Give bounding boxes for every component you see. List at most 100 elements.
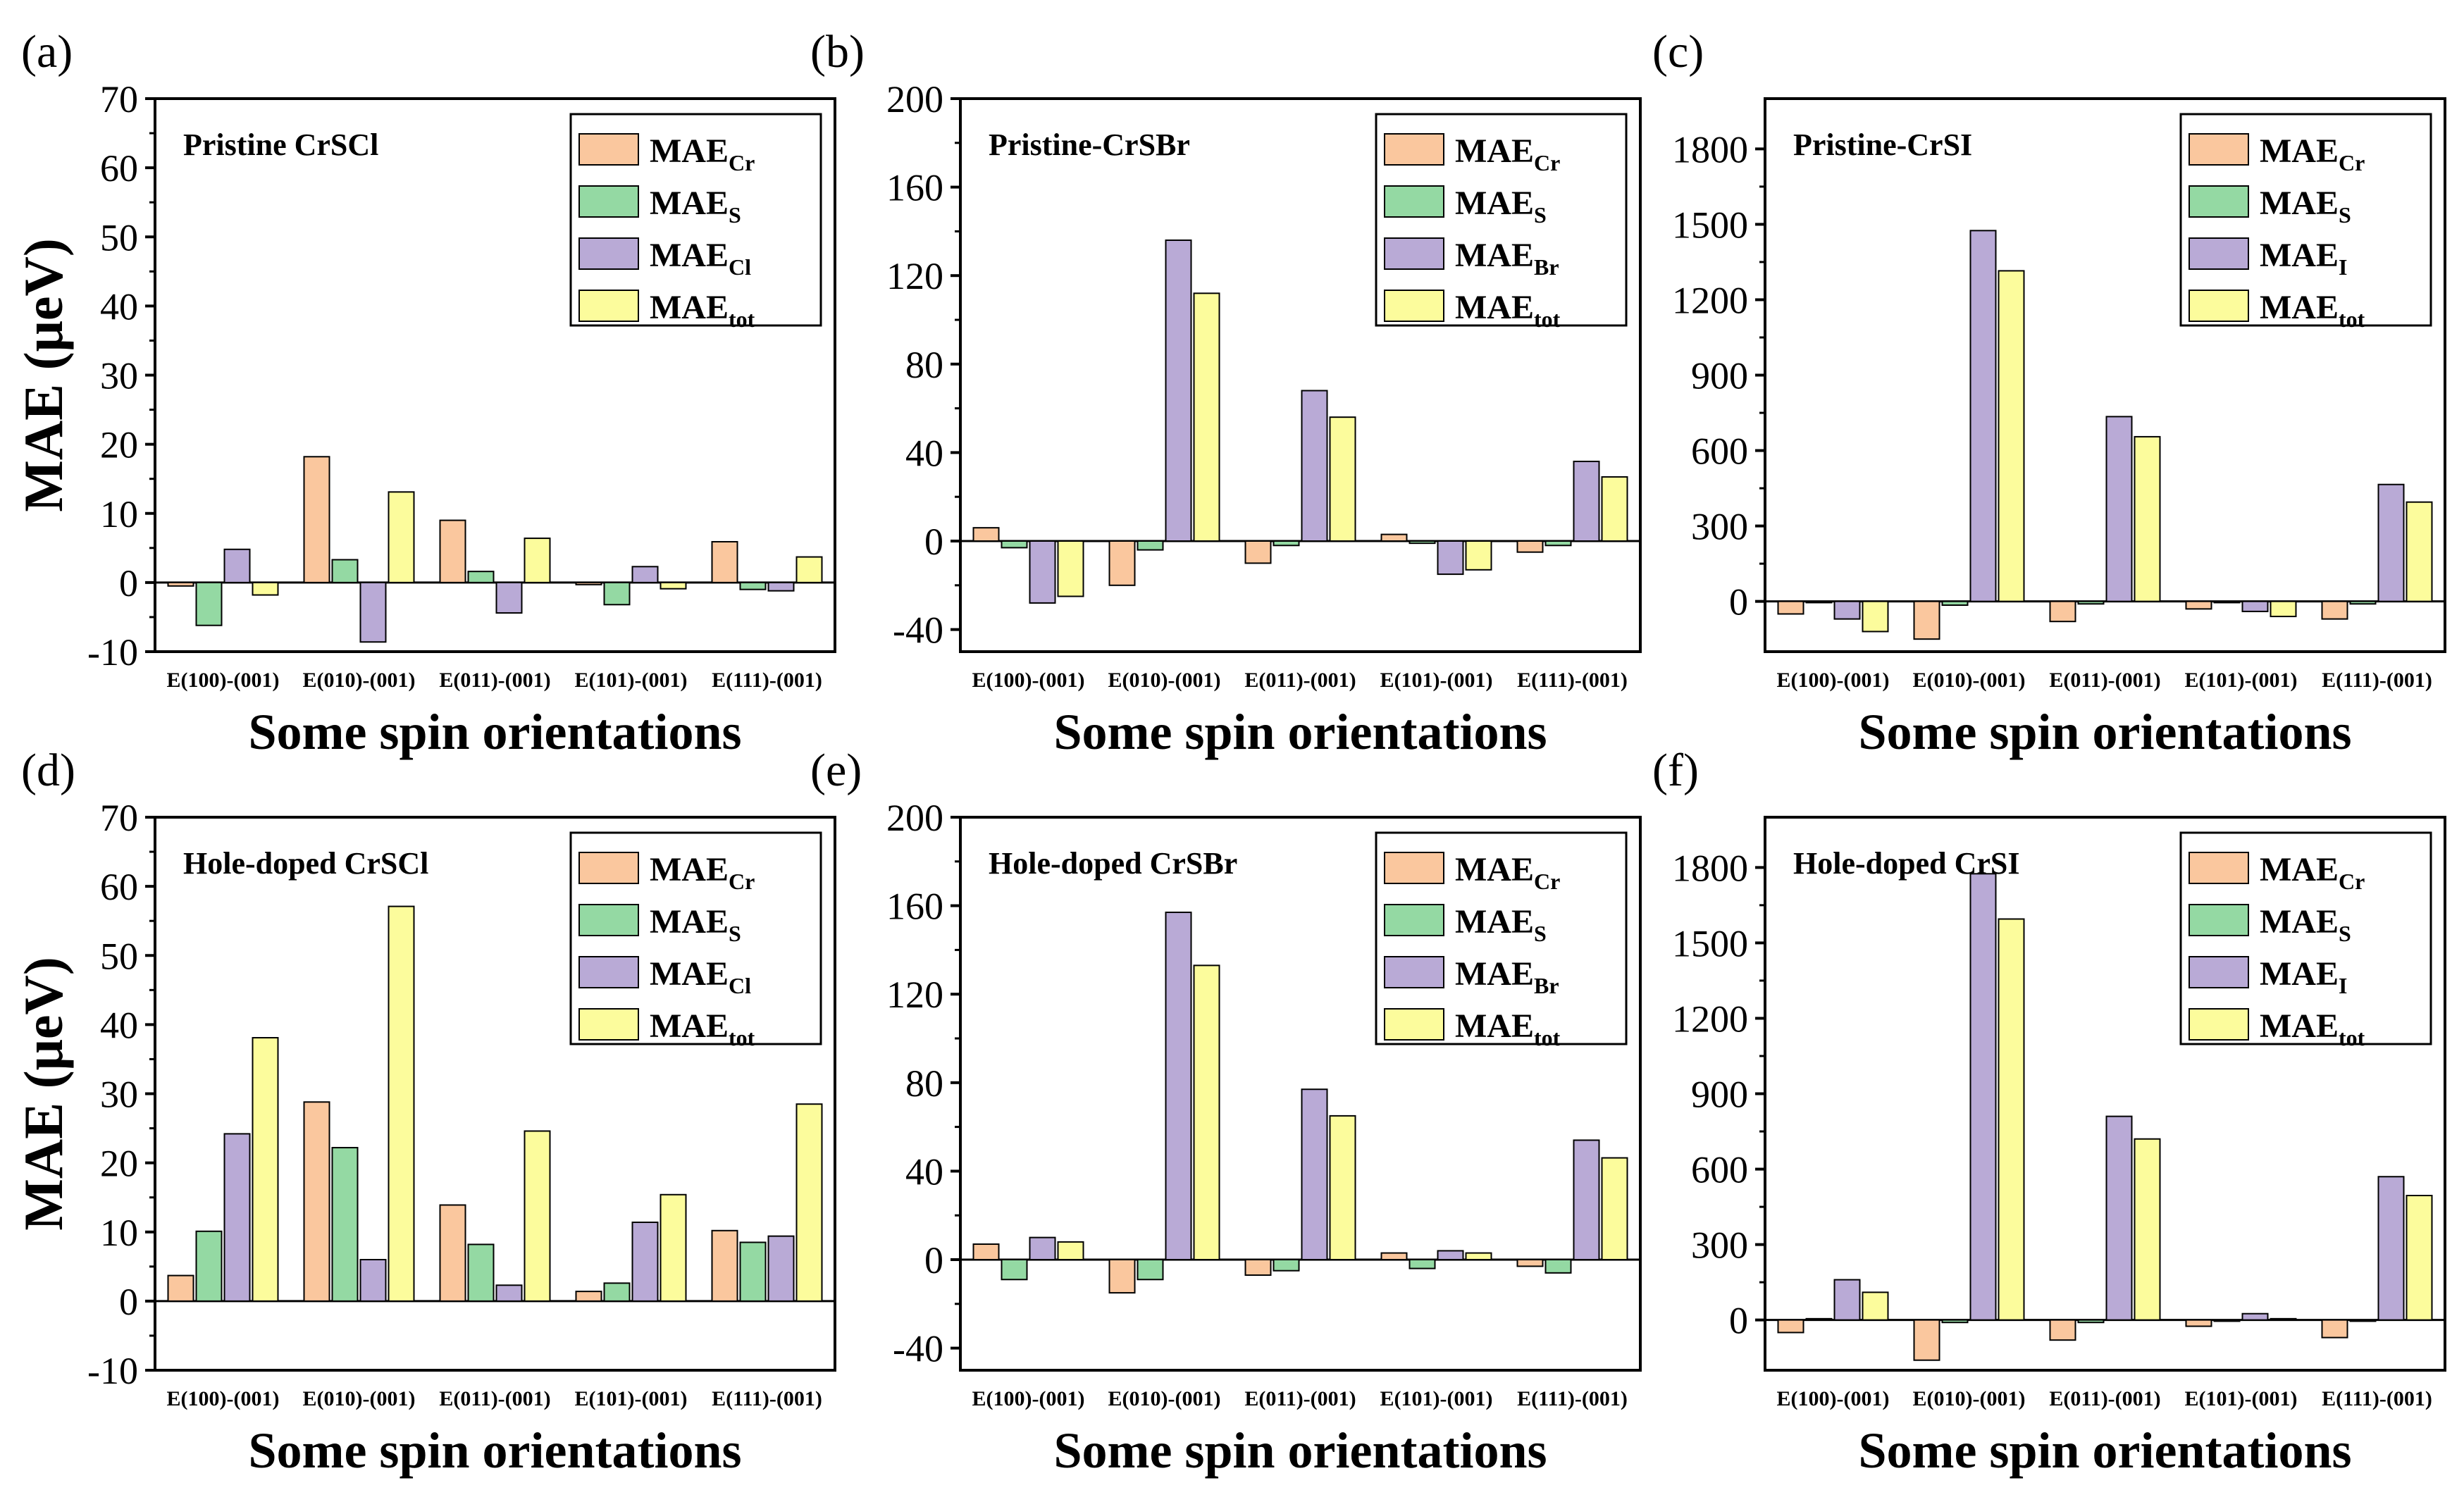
bar-S-1 <box>1805 600 1833 604</box>
bar-tot-4 <box>2270 600 2297 618</box>
y-tick-label: 10 <box>100 1212 138 1254</box>
legend-label-subscript: Cr <box>2339 869 2365 894</box>
bar-tot-1 <box>1057 1241 1084 1261</box>
x-tick-label: E(010)-(001) <box>1913 1387 2026 1410</box>
y-tick-label: 40 <box>905 1150 943 1193</box>
legend-label-subscript: Br <box>1534 973 1559 998</box>
bar-tot-2 <box>1998 918 2025 1321</box>
bar-tot-4 <box>2270 1317 2297 1321</box>
legend-label-subscript: Cr <box>1534 150 1560 175</box>
bar-S-5 <box>1544 540 1572 547</box>
bar-S-3 <box>2077 1319 2105 1324</box>
y-tick-label: 0 <box>119 562 138 604</box>
bar-S-4 <box>2213 600 2241 604</box>
bar-tot-5 <box>795 1103 823 1302</box>
bar-X-1 <box>1029 540 1056 604</box>
x-tick-label: E(100)-(001) <box>972 1387 1085 1410</box>
panel-label: (b) <box>810 26 865 77</box>
legend-swatch <box>1384 133 1444 166</box>
legend-label-subscript: Br <box>1534 254 1559 280</box>
legend-label-subscript: S <box>729 921 741 946</box>
bar-X-3 <box>495 1284 523 1302</box>
bar-tot-1 <box>1862 600 1889 633</box>
legend-label-subscript: I <box>2339 254 2347 280</box>
chart-panel-c: (c) E(100)-(001) E(010)-(001) E(011)-(001) E… <box>1652 26 2446 760</box>
bar-Cr-2 <box>303 456 330 583</box>
y-tick-label: 80 <box>905 344 943 386</box>
y-tick-label: 900 <box>1691 355 1748 397</box>
bar-S-2 <box>1137 540 1164 551</box>
bar-tot-3 <box>524 1130 551 1302</box>
bar-tot-3 <box>524 538 551 583</box>
bar-Cr-5 <box>2321 600 2348 620</box>
legend-swatch <box>578 1008 639 1041</box>
bar-X-1 <box>1833 1279 1861 1321</box>
y-tick-label: 0 <box>1729 581 1748 623</box>
y-tick-label: 20 <box>100 424 138 466</box>
y-tick-label: 30 <box>100 355 138 397</box>
bar-tot-1 <box>252 1037 279 1302</box>
x-tick-label: E(010)-(001) <box>1913 669 2026 692</box>
legend-label-subscript: S <box>729 202 741 228</box>
bar-X-5 <box>767 1235 795 1302</box>
bar-tot-1 <box>1057 540 1084 597</box>
legend-swatch <box>2188 904 2249 936</box>
bar-Cr-1 <box>167 581 194 587</box>
bar-Cr-4 <box>575 1291 602 1302</box>
y-tick-label: 0 <box>924 521 943 563</box>
bar-S-5 <box>739 1241 767 1302</box>
x-tick-label: E(011)-(001) <box>2049 1387 2160 1410</box>
legend-swatch <box>578 290 639 322</box>
y-tick-label: 600 <box>1691 1149 1748 1191</box>
chart-panel-f: (f) E(100)-(001) E(010)-(001) E(011)-(001) E… <box>1652 745 2446 1479</box>
y-tick-label: -10 <box>87 631 138 673</box>
bar-Cr-3 <box>439 519 466 583</box>
x-axis-label: Some spin orientations <box>1858 704 2351 760</box>
panel-title: Hole-doped CrSBr <box>989 846 1237 881</box>
bar-X-4 <box>631 1222 659 1302</box>
y-axis-label: MAE (μeV) <box>13 238 74 512</box>
bar-S-4 <box>603 581 631 606</box>
axes-frame <box>959 816 1642 1372</box>
bar-S-4 <box>2213 1319 2241 1322</box>
bar-tot-5 <box>1601 1157 1628 1261</box>
y-tick-label: 50 <box>100 935 138 977</box>
bar-X-1 <box>223 1133 251 1302</box>
legend-swatch <box>578 237 639 270</box>
y-axis-label: MAE (μeV) <box>13 957 74 1231</box>
bar-S-1 <box>195 581 223 626</box>
legend-label-subscript: tot <box>1534 1025 1561 1050</box>
y-tick-label: 10 <box>100 493 138 535</box>
bar-S-3 <box>1273 1259 1300 1272</box>
bar-tot-3 <box>1329 1115 1356 1261</box>
x-tick-label: E(010)-(001) <box>1108 1387 1221 1410</box>
bar-Cr-2 <box>303 1101 330 1302</box>
x-tick-label: E(100)-(001) <box>167 1387 280 1410</box>
x-tick-label: E(101)-(001) <box>575 1387 688 1410</box>
bar-tot-1 <box>1862 1291 1889 1321</box>
chart-panel-b: (b) E(100)-(001) E(010)-(001) E(011)-(001) E… <box>810 26 1642 760</box>
bar-tot-4 <box>660 581 687 590</box>
legend-label-subscript: Cr <box>2339 150 2365 175</box>
y-tick-label: -40 <box>893 609 943 652</box>
bar-X-5 <box>767 581 795 592</box>
panel-label: (c) <box>1652 26 1704 77</box>
legend-label: MAECl <box>650 955 751 998</box>
bar-X-1 <box>1029 1236 1056 1260</box>
bar-Cr-3 <box>1244 540 1272 564</box>
x-tick-label: E(101)-(001) <box>1380 669 1493 692</box>
y-tick-label: 600 <box>1691 430 1748 473</box>
x-tick-label: E(011)-(001) <box>439 1387 550 1410</box>
x-tick-label: E(010)-(001) <box>1108 669 1221 692</box>
legend-swatch <box>2188 956 2249 988</box>
legend-label: MAES <box>1455 185 1547 228</box>
legend-label-subscript: tot <box>1534 306 1561 332</box>
legend-label: MAEI <box>2260 237 2347 280</box>
bar-S-5 <box>2349 1319 2377 1322</box>
y-tick-label: 40 <box>905 432 943 474</box>
bar-X-5 <box>1573 1139 1600 1260</box>
y-tick-label: -40 <box>893 1328 943 1370</box>
legend-swatch <box>578 133 639 166</box>
axes-frame <box>959 97 1642 653</box>
